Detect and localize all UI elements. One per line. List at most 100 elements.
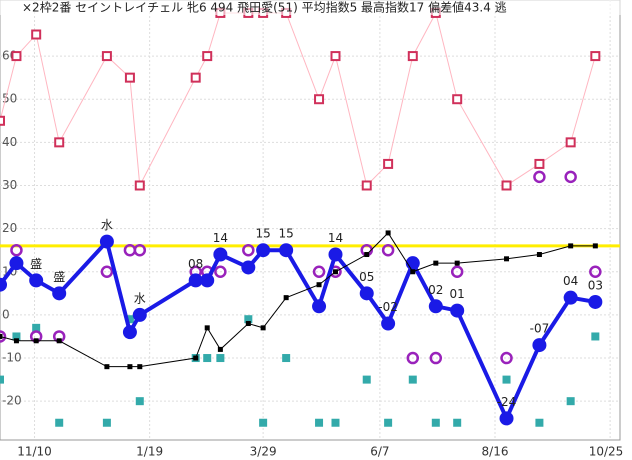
marker: [102, 418, 111, 427]
y-tick-label: 20: [2, 221, 17, 235]
marker: [29, 273, 44, 288]
marker: [127, 364, 133, 370]
marker: [137, 364, 143, 370]
marker: [216, 354, 225, 363]
marker: [135, 397, 144, 406]
marker: [332, 269, 338, 275]
data-label: 08: [188, 257, 203, 271]
marker: [55, 418, 64, 427]
marker: [204, 325, 210, 331]
y-tick-label: -10: [2, 351, 22, 365]
data-label: 02: [428, 283, 443, 297]
marker: [454, 260, 460, 266]
marker: [0, 115, 5, 126]
marker: [383, 158, 394, 169]
marker: [312, 299, 327, 314]
marker: [312, 265, 326, 279]
marker: [133, 243, 147, 257]
y-tick-label: 40: [2, 135, 17, 149]
marker: [193, 355, 199, 361]
marker: [433, 260, 439, 266]
marker: [244, 315, 253, 324]
marker: [104, 364, 110, 370]
marker: [504, 256, 510, 262]
marker: [331, 418, 340, 427]
data-label: 04: [563, 274, 578, 288]
marker: [202, 51, 213, 62]
x-tick-label: 6/7: [370, 445, 389, 459]
marker: [242, 243, 255, 257]
data-label: 水: [134, 291, 146, 305]
marker: [589, 265, 602, 279]
marker: [256, 243, 271, 258]
marker: [536, 252, 542, 258]
y-tick-label: 50: [2, 92, 17, 106]
marker: [203, 354, 212, 363]
data-label: 14: [213, 231, 228, 245]
marker: [188, 273, 203, 288]
marker: [101, 51, 112, 62]
series-line: [0, 232, 596, 368]
marker: [564, 170, 577, 184]
marker: [217, 346, 223, 352]
marker: [31, 29, 42, 40]
data-label: 14: [328, 231, 343, 245]
data-label: 03: [588, 278, 603, 292]
data-label: -07: [530, 322, 550, 336]
marker: [532, 338, 547, 353]
marker: [588, 294, 603, 309]
chart-title: ×2枠2番 セイントレイチェル 牝6 494 飛田愛(51) 平均指数5 最高指…: [22, 0, 507, 15]
data-label: 15: [279, 227, 294, 241]
marker: [450, 303, 465, 318]
marker: [565, 137, 576, 148]
marker: [330, 51, 341, 62]
marker: [410, 269, 416, 275]
title-bg: [0, 0, 632, 15]
marker: [122, 325, 137, 340]
data-label: 盛: [30, 256, 42, 271]
marker: [283, 295, 289, 301]
marker: [359, 286, 374, 301]
series-line: [0, 237, 596, 424]
marker: [534, 158, 545, 169]
marker: [384, 418, 393, 427]
marker: [533, 170, 546, 184]
marker: [429, 351, 443, 365]
marker: [11, 51, 22, 62]
x-tick-label: 1/19: [136, 445, 163, 459]
marker: [241, 260, 256, 275]
marker: [314, 94, 325, 105]
marker: [500, 351, 513, 365]
marker: [213, 247, 228, 262]
marker: [56, 338, 62, 344]
marker: [381, 243, 395, 257]
data-label: 15: [255, 227, 270, 241]
plot-area: [0, 0, 621, 441]
marker: [328, 247, 343, 262]
data-label: 水: [101, 218, 113, 232]
marker: [315, 418, 324, 427]
marker: [431, 418, 440, 427]
marker: [450, 265, 464, 279]
data-label: 盛: [53, 269, 65, 284]
marker: [362, 375, 371, 384]
marker: [453, 418, 462, 427]
marker: [361, 180, 372, 191]
marker: [214, 265, 227, 279]
marker: [590, 51, 601, 62]
marker: [100, 265, 114, 279]
marker: [0, 333, 3, 339]
x-tick-label: 3/29: [250, 445, 277, 459]
x-tick-label: 8/16: [482, 445, 509, 459]
marker: [134, 180, 145, 191]
y-tick-label: -20: [2, 394, 22, 408]
marker: [535, 418, 544, 427]
marker: [124, 72, 135, 83]
data-label: -02: [378, 300, 398, 314]
y-tick-label: 0: [2, 307, 10, 321]
marker: [452, 94, 463, 105]
marker: [125, 315, 134, 324]
marker: [316, 282, 322, 288]
marker: [0, 277, 7, 292]
marker: [501, 180, 512, 191]
